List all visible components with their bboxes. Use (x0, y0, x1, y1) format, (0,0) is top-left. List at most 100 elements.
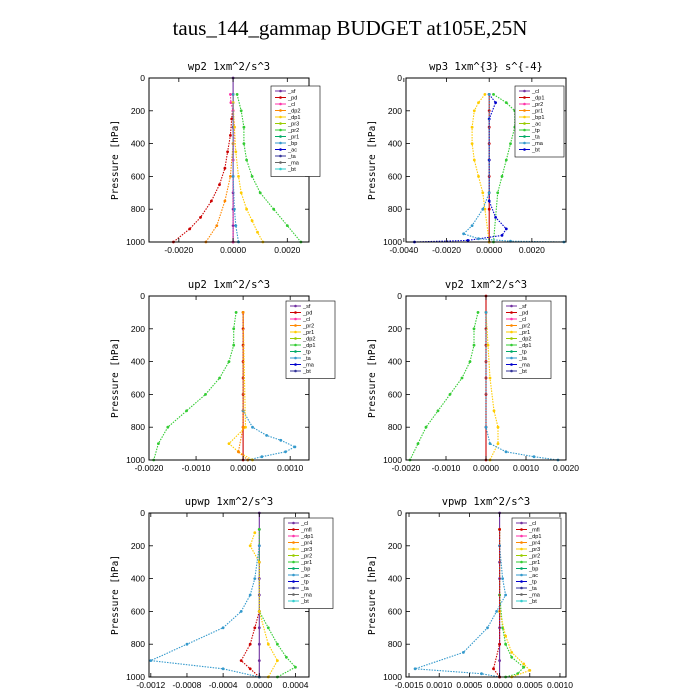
legend-marker (292, 593, 295, 596)
legend-entry: _pr2 (302, 324, 314, 330)
data-point (276, 642, 279, 646)
legend-marker (279, 96, 282, 99)
data-point (484, 311, 488, 314)
legend-entry: _tp (531, 128, 540, 134)
panel-title: wp3 1xm^{3} s^{-4} (429, 61, 543, 73)
data-point (472, 327, 476, 331)
data-point (229, 134, 232, 137)
legend-entry: _bp (300, 567, 310, 573)
legend-entry: _cl (300, 521, 308, 527)
data-point (472, 109, 476, 113)
data-point (251, 425, 254, 429)
x-tick-label: -0.0008 (173, 680, 202, 690)
y-tick-label: 400 (388, 139, 402, 149)
series-line (240, 611, 260, 678)
legend-entry: _bt (528, 599, 537, 605)
legend-entry: _pd (287, 96, 297, 102)
series-line (492, 529, 501, 678)
y-tick-label: 800 (388, 204, 402, 214)
y-tick-label: 600 (131, 389, 145, 399)
legend-entry: _cl (302, 317, 310, 323)
legend-entry: _bt (531, 148, 540, 154)
legend-entry: _cl (287, 102, 295, 108)
legend-marker (292, 534, 295, 538)
legend-marker (279, 89, 282, 93)
legend-marker (520, 534, 523, 538)
legend-marker (523, 135, 526, 138)
data-point (436, 409, 440, 413)
y-axis-label: Pressure [hPa] (367, 555, 378, 635)
legend-entry: _pr2 (287, 128, 299, 134)
legend-box (283, 517, 334, 609)
data-point (266, 642, 270, 646)
legend-marker (510, 304, 513, 308)
data-point (223, 199, 227, 203)
legend-marker (279, 154, 282, 158)
legend-marker (523, 141, 526, 145)
data-point (481, 207, 485, 211)
legend-marker (294, 356, 297, 360)
y-tick-label: 0 (140, 291, 145, 301)
legend-entry: _ma (302, 363, 315, 369)
data-point (265, 434, 268, 437)
x-tick-label: 0.0010 (547, 680, 573, 690)
legend-marker (292, 560, 295, 564)
data-point (229, 93, 232, 96)
legend-entry: _sf (302, 304, 311, 310)
data-point (231, 175, 235, 178)
legend-entry: _pd (518, 311, 528, 317)
y-tick-label: 0 (140, 508, 145, 518)
panel-upwp: upwp 1xm^2/s^3 Pressure [hPa] 0 200 400 600 80… (110, 496, 334, 690)
legend-marker (510, 317, 513, 321)
legend-marker (292, 567, 295, 570)
y-tick-label: 600 (388, 389, 402, 399)
y-tick-label: 1000 (383, 672, 402, 682)
data-point (522, 665, 526, 669)
data-point (477, 237, 480, 241)
y-axis-label: Pressure [hPa] (110, 555, 121, 635)
data-point (185, 409, 189, 413)
legend-marker (279, 115, 282, 119)
legend-entry: _pr4 (300, 541, 312, 547)
legend-marker (294, 363, 297, 366)
data-point (242, 142, 246, 146)
legend-marker (520, 580, 523, 583)
x-tick-label: 0.0000 (476, 245, 502, 255)
data-point (495, 610, 498, 613)
data-point (239, 109, 243, 113)
legend-entry: _sf (287, 89, 296, 95)
data-point (509, 142, 512, 146)
data-point (504, 593, 507, 597)
legend-marker (520, 554, 523, 557)
y-tick-label: 200 (131, 541, 145, 551)
data-point (504, 227, 508, 231)
data-point (266, 626, 270, 630)
data-point (528, 669, 532, 672)
legend-marker (292, 573, 295, 577)
data-point (460, 376, 464, 380)
legend-marker (520, 586, 523, 590)
legend-entry: _pr1 (531, 109, 543, 115)
legend-marker (294, 369, 297, 373)
data-point (233, 207, 236, 211)
series-line (485, 312, 559, 461)
y-tick-label: 1000 (383, 455, 402, 465)
legend-entry: _pr2 (518, 324, 530, 330)
legend-entry: _pr1 (518, 330, 530, 336)
data-point (229, 101, 233, 104)
data-point (470, 125, 474, 129)
legend-entry: _bp (287, 141, 297, 147)
y-tick-label: 800 (388, 422, 402, 432)
x-tick-label: -0.0010 (182, 463, 211, 473)
legend-entry: _dp1 (528, 534, 541, 540)
series-line (492, 93, 516, 243)
x-tick-label: 0.0010 (426, 680, 452, 690)
data-point (241, 311, 245, 314)
legend-box (285, 300, 336, 379)
data-point (470, 142, 474, 146)
data-point (492, 93, 495, 96)
legend-marker (510, 311, 513, 314)
data-point (245, 207, 249, 211)
x-tick-label: 0.0000 (473, 463, 499, 473)
legend-marker (292, 580, 295, 583)
